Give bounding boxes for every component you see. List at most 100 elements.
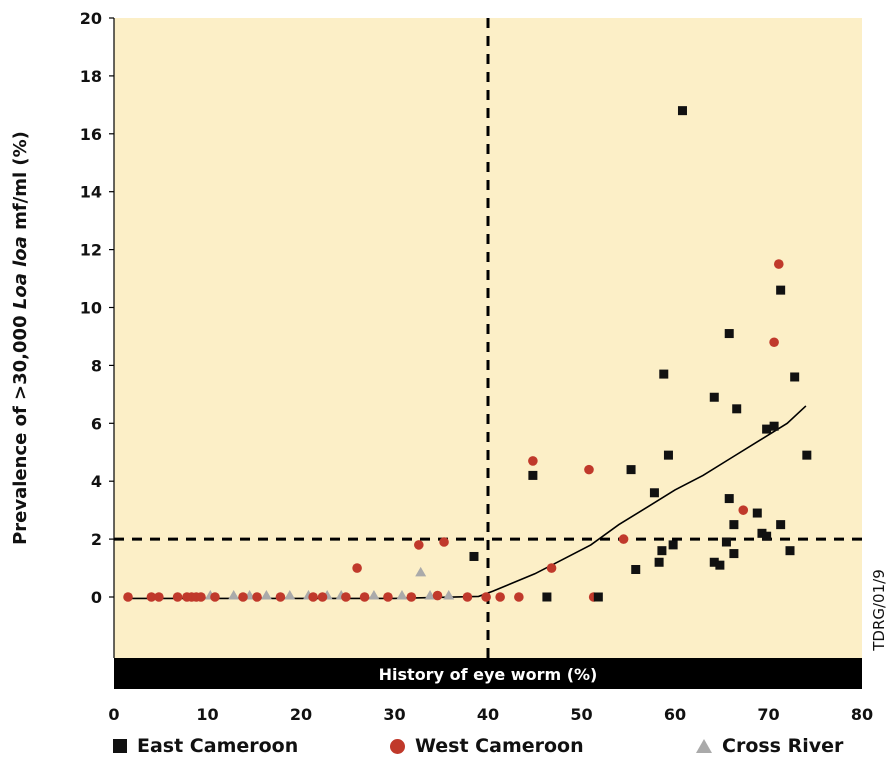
figure-code: TDRG/01/9: [870, 569, 888, 652]
data-point-triangle: [424, 590, 436, 600]
data-point-triangle: [368, 590, 380, 600]
y-tick-label: 14: [80, 183, 102, 202]
legend-label: Cross River: [722, 735, 844, 757]
y-tick-label: 16: [80, 125, 102, 144]
data-point-square: [729, 549, 739, 559]
triangle-marker-icon: [696, 739, 712, 753]
y-tick-label: 2: [91, 530, 102, 549]
data-point-square: [626, 465, 636, 475]
data-point-square: [469, 551, 479, 561]
y-tick-label: 8: [91, 356, 102, 375]
data-point-circle: [584, 464, 594, 475]
y-tick-label: 18: [80, 67, 102, 86]
data-point-circle: [528, 456, 538, 466]
data-point-square: [732, 404, 742, 414]
legend-item-cross-river: Cross River: [696, 735, 843, 757]
y-tick-label: 4: [91, 472, 102, 491]
data-point-circle: [196, 592, 206, 602]
data-point-circle: [773, 259, 784, 269]
square-marker-icon: [113, 739, 127, 753]
data-point-circle: [439, 537, 449, 547]
data-point-square: [659, 369, 669, 379]
y-tick-label: 12: [80, 241, 102, 260]
data-point-circle: [317, 592, 328, 602]
legend: East Cameroon West Cameroon Cross River: [0, 735, 893, 772]
data-point-square: [724, 329, 734, 339]
data-point-circle: [383, 592, 393, 602]
data-point-square: [631, 564, 641, 574]
data-point-circle: [352, 563, 362, 573]
x-axis-label: History of eye worm (%): [379, 665, 598, 684]
data-point-circle: [738, 505, 749, 515]
data-point-square: [721, 537, 731, 547]
legend-item-east-cameroon: East Cameroon: [113, 735, 298, 757]
data-point-circle: [123, 592, 133, 602]
data-point-circle: [481, 592, 491, 602]
data-point-circle: [146, 592, 157, 602]
data-point-circle: [462, 592, 473, 602]
y-tick-label: 20: [80, 9, 102, 28]
x-tick-label: 70: [757, 705, 779, 724]
data-point-circle: [172, 592, 183, 602]
data-point-square: [724, 494, 734, 504]
data-point-circle: [154, 592, 164, 602]
x-tick-label: 30: [383, 705, 405, 724]
data-point-square: [752, 508, 762, 518]
data-point-square: [709, 557, 719, 567]
data-point-square: [802, 450, 812, 460]
data-point-square: [762, 531, 772, 541]
data-point-square: [776, 520, 786, 530]
data-point-square: [542, 592, 552, 602]
data-point-circle: [308, 592, 318, 602]
data-point-circle: [432, 590, 443, 601]
scatter-chart: 0 2 4 6 8 10 12 14 16 18 20 0 10 20 30 40 50 60 70 80 Hist…: [10, 9, 888, 724]
data-point-triangle: [260, 590, 272, 600]
data-point-circle: [252, 592, 262, 602]
data-point-circle: [341, 592, 351, 602]
data-point-square: [790, 372, 800, 382]
y-tick-label: 10: [80, 299, 102, 318]
data-point-square: [757, 528, 767, 538]
x-tick-label: 50: [570, 705, 592, 724]
x-tick-label: 20: [290, 705, 312, 724]
data-point-circle: [275, 592, 286, 602]
data-point-triangle: [284, 590, 296, 600]
legend-item-west-cameroon: West Cameroon: [390, 735, 584, 757]
data-point-square: [709, 392, 719, 402]
data-point-square: [677, 106, 687, 116]
data-point-circle: [359, 592, 370, 602]
data-point-circle: [495, 592, 505, 602]
data-point-circle: [618, 534, 629, 544]
data-point-square: [668, 540, 678, 550]
data-point-triangle: [396, 590, 408, 600]
data-point-square: [528, 470, 538, 480]
data-point-square: [776, 285, 786, 295]
data-point-triangle: [415, 566, 427, 577]
data-point-square: [785, 546, 795, 556]
circle-marker-icon: [390, 738, 405, 754]
data-point-circle: [414, 540, 424, 550]
data-point-circle: [546, 563, 557, 573]
x-tick-label: 80: [851, 705, 873, 724]
data-point-square: [657, 546, 667, 556]
data-point-square: [762, 424, 772, 434]
data-point-square: [593, 592, 603, 602]
data-point-circle: [406, 592, 417, 602]
x-tick-label: 10: [196, 705, 218, 724]
data-point-circle: [210, 592, 220, 602]
data-point-square: [715, 560, 725, 570]
x-tick-label: 60: [664, 705, 686, 724]
data-point-triangle: [228, 590, 240, 600]
data-point-circle: [769, 337, 779, 348]
y-axis-label: Prevalence of >30,000 Loa loa mf/ml (%): [10, 131, 31, 545]
legend-label: East Cameroon: [137, 735, 299, 757]
x-tick-label: 40: [477, 705, 499, 724]
data-point-square: [649, 488, 659, 498]
data-point-circle: [238, 592, 248, 602]
xlabel-bar: [114, 658, 862, 689]
data-point-square: [654, 557, 664, 567]
data-point-circle: [514, 592, 524, 602]
data-point-square: [663, 450, 673, 460]
legend-label: West Cameroon: [415, 735, 584, 757]
y-tick-label: 0: [91, 588, 102, 607]
